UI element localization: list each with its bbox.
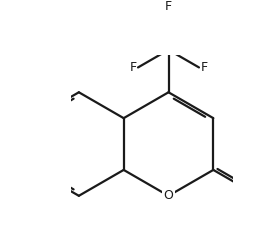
Text: F: F (200, 61, 207, 74)
Text: F: F (164, 0, 171, 13)
Text: O: O (163, 189, 173, 202)
Text: F: F (129, 61, 136, 74)
